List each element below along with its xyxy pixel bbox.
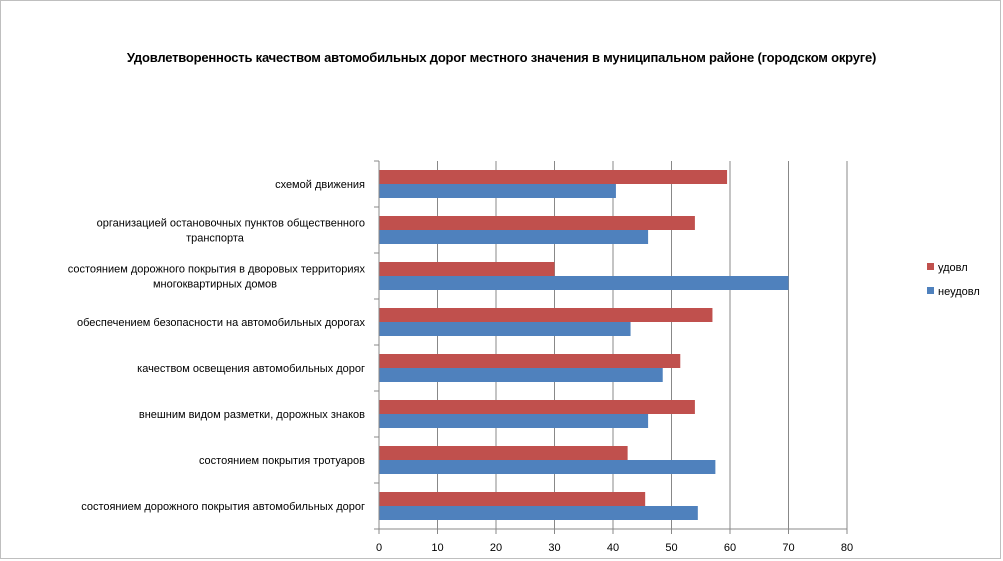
x-tick-label: 80 [841,542,853,554]
axes [374,160,848,534]
x-tick-label: 20 [490,542,502,554]
bar-udovl [379,170,728,184]
bar-udovl [379,354,681,368]
chart-title: Удовлетворенность качеством автомобильны… [126,50,877,65]
bar-neudovl [379,368,663,382]
bar-neudovl [379,230,649,244]
bar-udovl [379,446,628,460]
bar-neudovl [379,460,716,474]
x-tick-label: 30 [548,542,560,554]
bar-udovl [379,216,695,230]
category-label: качеством освещения автомобильных дорог [137,363,365,375]
legend-swatch-neudovl [927,287,934,294]
x-tick-label: 10 [431,542,443,554]
category-label: состоянием покрытия тротуаров [199,455,365,467]
bar-udovl [379,492,646,506]
legend-swatch-udovl [927,263,934,270]
x-tick-label: 60 [724,542,736,554]
bar-neudovl [379,414,649,428]
bar-neudovl [379,322,631,336]
bar-udovl [379,400,695,414]
legend: удовл неудовл [927,262,980,298]
x-tick-label: 0 [376,542,382,554]
category-label: транспорта [186,233,245,245]
x-tick-labels: 0 10 20 30 40 50 60 70 80 [376,542,853,554]
x-tick-label: 50 [665,542,677,554]
category-label: схемой движения [275,179,365,191]
category-label: многоквартирных домов [153,279,277,291]
bar-udovl [379,308,713,322]
bar-neudovl [379,184,616,198]
category-label: внешним видом разметки, дорожных знаков [139,409,365,421]
x-tick-label: 40 [607,542,619,554]
x-tick-label: 70 [782,542,794,554]
category-label: состоянием дорожного покрытия в дворовых… [68,264,366,276]
category-label: состоянием дорожного покрытия автомобиль… [81,501,365,513]
legend-label-neudovl: неудовл [938,286,980,298]
bar-udovl [379,262,555,276]
category-labels: схемой движения организацией остановочных… [68,179,366,513]
legend-label-udovl: удовл [938,262,968,274]
category-label: обеспечением безопасности на автомобильн… [77,317,365,329]
bar-neudovl [379,506,698,520]
bar-neudovl [379,276,789,290]
category-label: организацией остановочных пунктов общест… [97,218,365,230]
bars [379,170,789,520]
